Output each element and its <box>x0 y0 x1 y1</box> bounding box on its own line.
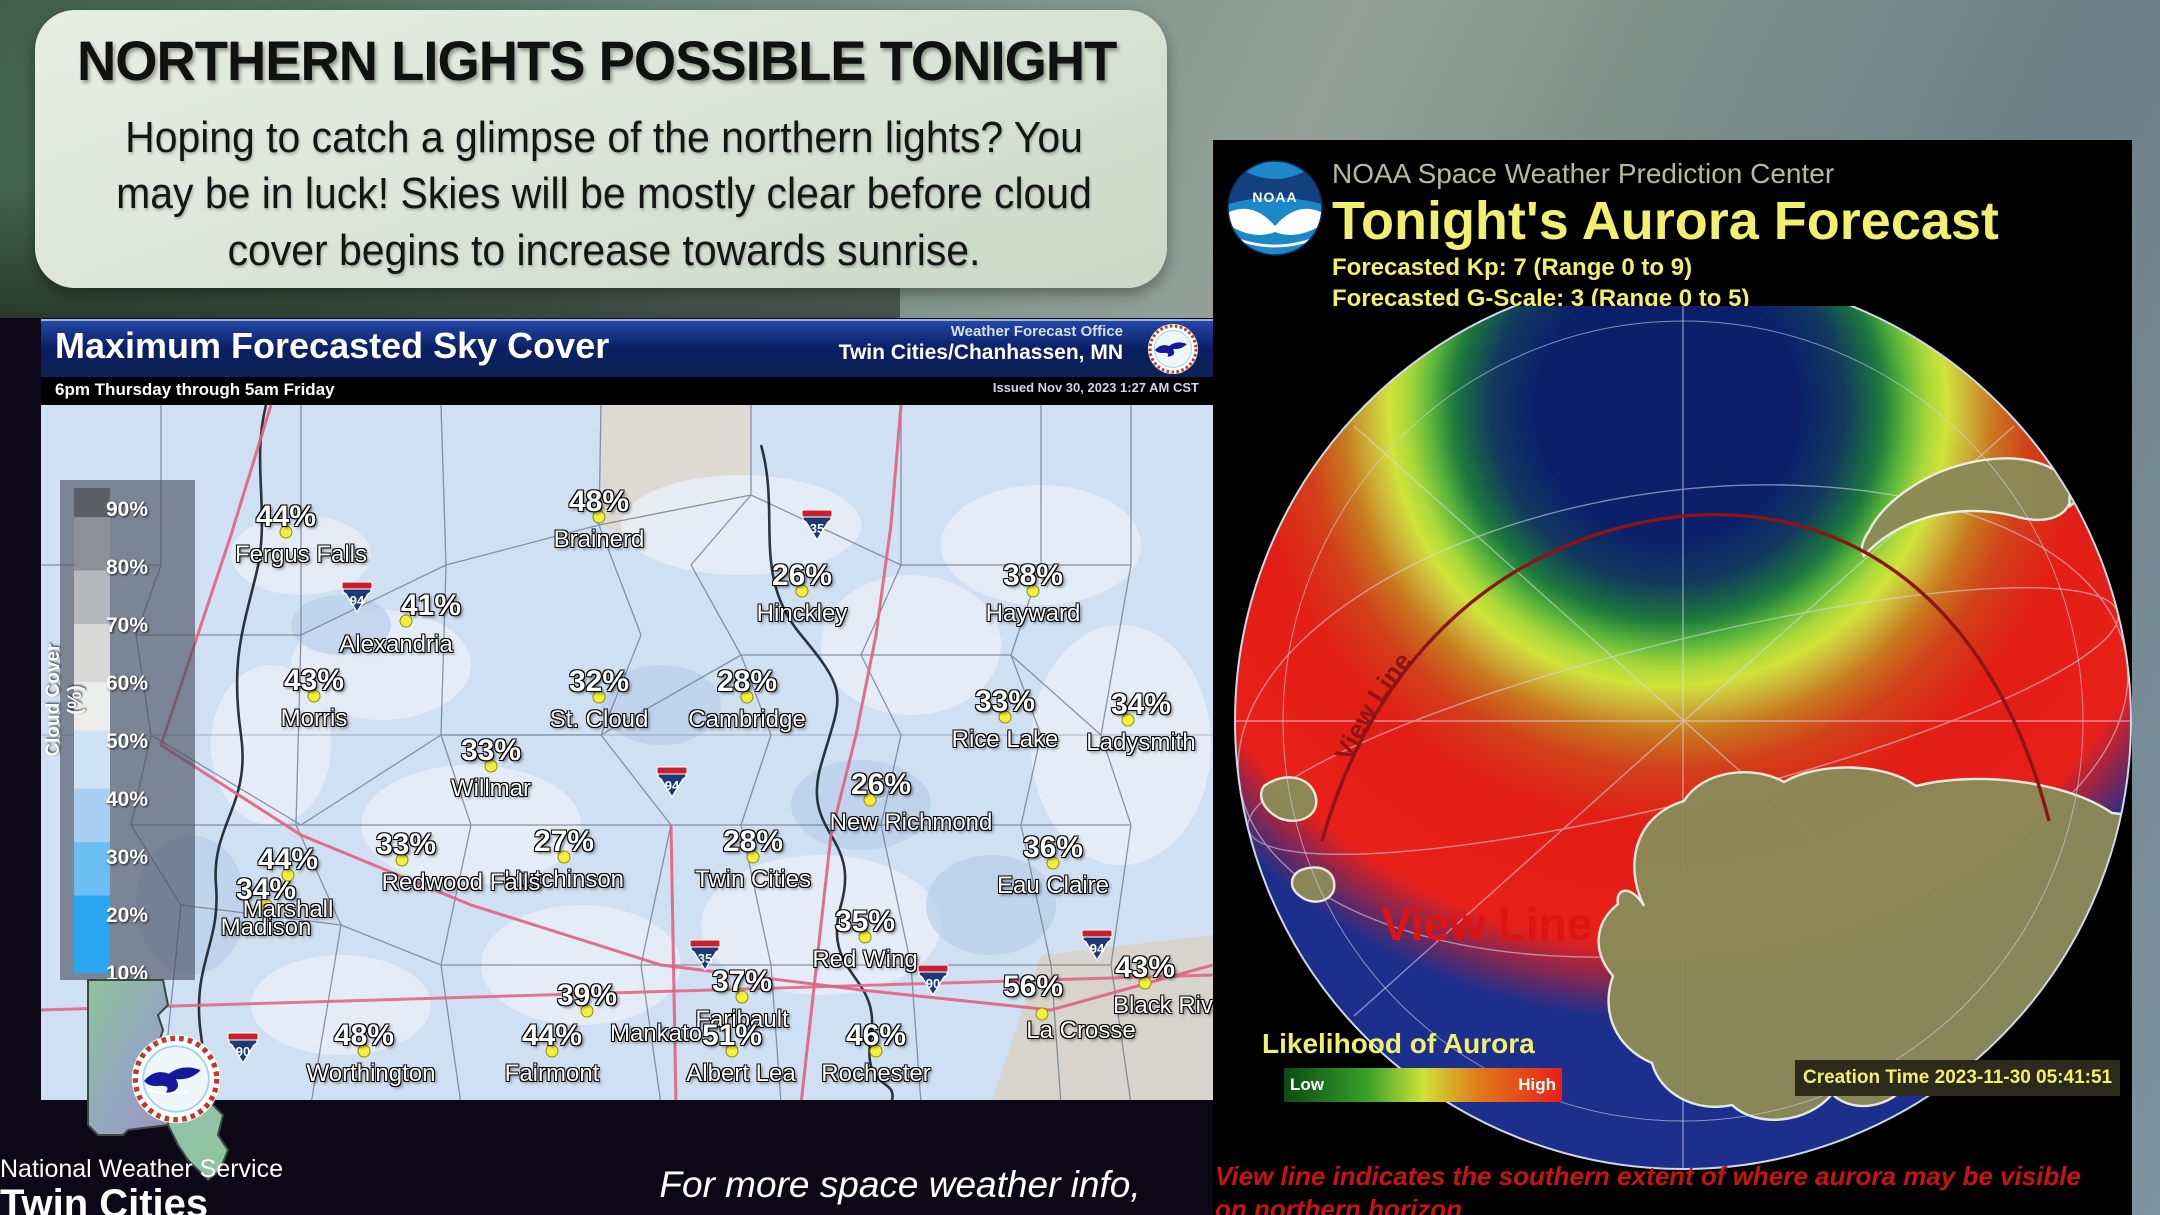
svg-text:NOAA: NOAA <box>1252 189 1297 205</box>
